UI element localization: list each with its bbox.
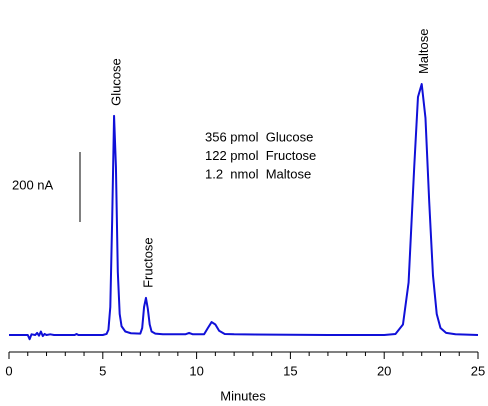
x-tick-label: 10: [189, 363, 203, 378]
x-tick-label: 5: [99, 363, 106, 378]
peak-label: Glucose: [108, 58, 123, 106]
x-tick-label: 20: [377, 363, 391, 378]
signal-line: [9, 83, 479, 341]
note: 122 pmol Fructose: [205, 148, 316, 163]
scale-bar-label: 200 nA: [12, 177, 54, 192]
x-tick-label: 25: [471, 363, 485, 378]
peak-label: Fructose: [140, 237, 155, 288]
note: 356 pmol Glucose: [205, 129, 313, 144]
x-tick-label: 0: [5, 363, 12, 378]
x-axis-label: Minutes: [220, 388, 266, 403]
note: 1.2 nmol Maltose: [205, 166, 311, 181]
x-tick-label: 15: [283, 363, 297, 378]
peak-label: Maltose: [416, 29, 431, 75]
